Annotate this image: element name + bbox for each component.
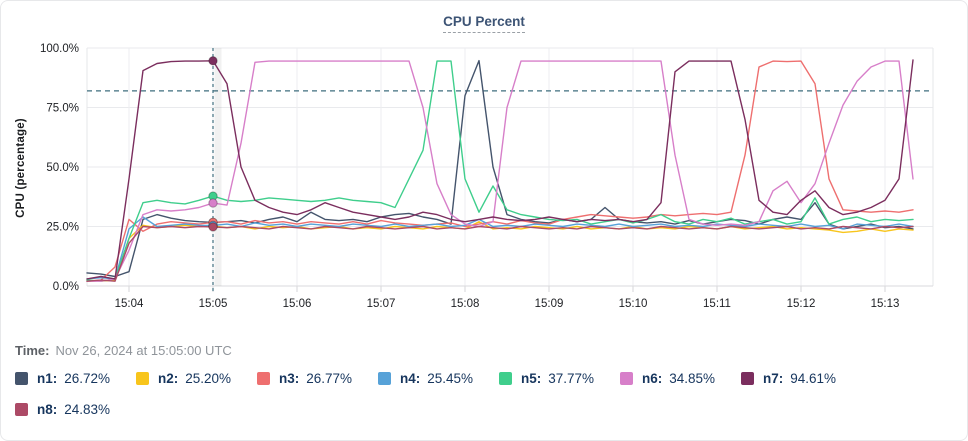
panel-header: CPU Percent	[1, 1, 967, 41]
crosshair-dot-n6	[208, 198, 218, 208]
legend-value-n6: 34.85%	[669, 371, 716, 386]
legend-value-n8: 24.83%	[64, 402, 111, 417]
legend-label-n7: n7:	[763, 371, 784, 386]
legend-value-n7: 94.61%	[790, 371, 837, 386]
x-tick-label: 15:06	[283, 298, 312, 310]
x-tick-label: 15:07	[367, 298, 396, 310]
legend-label-n6: n6:	[642, 371, 663, 386]
x-tick-label: 15:08	[451, 298, 480, 310]
legend-label-n3: n3:	[279, 371, 300, 386]
legend-swatch-n6	[620, 372, 633, 385]
legend-swatch-n4	[378, 372, 391, 385]
legend-label-n1: n1:	[37, 371, 58, 386]
y-tick-label: 75.0%	[46, 103, 79, 115]
legend-item-n5[interactable]: n5: 37.77%	[499, 371, 620, 386]
legend-item-n7[interactable]: n7: 94.61%	[741, 371, 862, 386]
legend-value-n1: 26.72%	[64, 371, 111, 386]
y-tick-label: 25.0%	[46, 222, 79, 234]
series-line-n4	[86, 216, 914, 280]
crosshair-dot-n7	[208, 56, 218, 66]
series-line-n5	[86, 60, 914, 282]
series-line-n3	[86, 60, 914, 282]
legend-item-n8[interactable]: n8: 24.83%	[15, 402, 136, 417]
crosshair-band	[214, 48, 222, 286]
legend-row-1: n1: 26.72% n2: 25.20% n3: 26.77% n4: 25.…	[15, 371, 967, 386]
x-tick-label: 15:10	[619, 298, 648, 310]
legend-value-n4: 25.45%	[427, 371, 474, 386]
series-line-n7	[86, 59, 914, 280]
legend-value-n3: 26.77%	[306, 371, 353, 386]
legend-item-n1[interactable]: n1: 26.72%	[15, 371, 136, 386]
y-tick-label: 100.0%	[40, 43, 79, 55]
legend-label-n5: n5:	[521, 371, 542, 386]
x-tick-label: 15:11	[703, 298, 731, 310]
legend-item-n4[interactable]: n4: 25.45%	[378, 371, 499, 386]
legend-value-n5: 37.77%	[548, 371, 595, 386]
legend-swatch-n7	[741, 372, 754, 385]
series-line-n6	[86, 60, 914, 282]
crosshair-dot-n8	[208, 222, 218, 232]
legend-swatch-n2	[136, 372, 149, 385]
legend-label-n4: n4:	[400, 371, 421, 386]
legend-swatch-n5	[499, 372, 512, 385]
legend-item-n6[interactable]: n6: 34.85%	[620, 371, 741, 386]
x-tick-label: 15:09	[535, 298, 564, 310]
legend-item-n3[interactable]: n3: 26.77%	[257, 371, 378, 386]
time-value: Nov 26, 2024 at 15:05:00 UTC	[55, 343, 232, 358]
cpu-percent-chart[interactable]: 0.0% 25.0% 50.0% 75.0% 100.0% 15:04 15:05 15:06…	[1, 41, 968, 319]
y-axis-label: CPU (percentage)	[15, 118, 27, 218]
legend-label-n8: n8:	[37, 402, 58, 417]
legend-swatch-n3	[257, 372, 270, 385]
y-tick-label: 50.0%	[46, 162, 79, 174]
legend-value-n2: 25.20%	[185, 371, 232, 386]
series-line-n8	[86, 225, 914, 282]
time-label: Time:	[15, 343, 50, 358]
legend-label-n2: n2:	[158, 371, 179, 386]
legend-swatch-n8	[15, 403, 28, 416]
crosshair-time-row: Time: Nov 26, 2024 at 15:05:00 UTC	[15, 343, 967, 358]
y-tick-label: 0.0%	[53, 281, 79, 293]
x-tick-label: 15:05	[199, 298, 228, 310]
legend-row-2: n8: 24.83%	[15, 402, 967, 417]
chart-title[interactable]: CPU Percent	[443, 14, 525, 33]
x-tick-label: 15:12	[787, 298, 816, 310]
x-tick-label: 15:04	[115, 298, 144, 310]
x-tick-label: 15:13	[871, 298, 900, 310]
legend-swatch-n1	[15, 372, 28, 385]
legend-item-n2[interactable]: n2: 25.20%	[136, 371, 257, 386]
